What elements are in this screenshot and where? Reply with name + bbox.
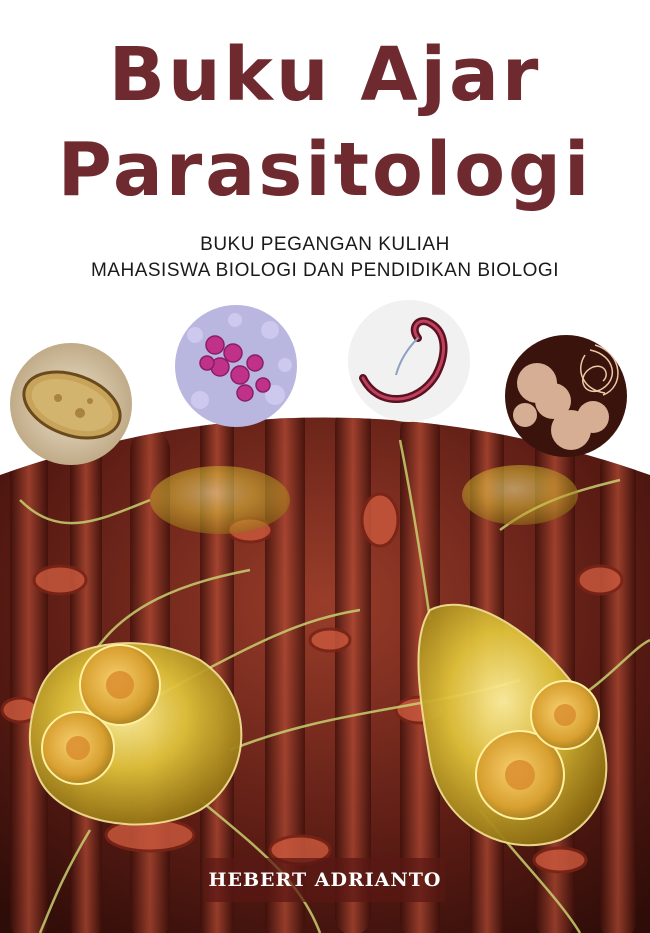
book-title-line-1: Buku Ajar <box>108 32 542 118</box>
author-band <box>205 858 445 902</box>
worm-micrograph <box>348 300 470 422</box>
book-title-line-2: Parasitologi <box>57 127 593 213</box>
book-subtitle-line-2: MAHASISWA BIOLOGI DAN PENDIDIKAN BIOLOGI <box>90 260 559 281</box>
cyst-cluster-micrograph <box>505 335 627 457</box>
parasite-egg-micrograph <box>10 343 132 465</box>
parasite-illustration <box>0 417 650 933</box>
book-subtitle-line-1: BUKU PEGANGAN KULIAH <box>200 234 450 255</box>
blood-smear-micrograph <box>175 305 297 427</box>
author-name: HEBERT ADRIANTO <box>208 869 442 891</box>
